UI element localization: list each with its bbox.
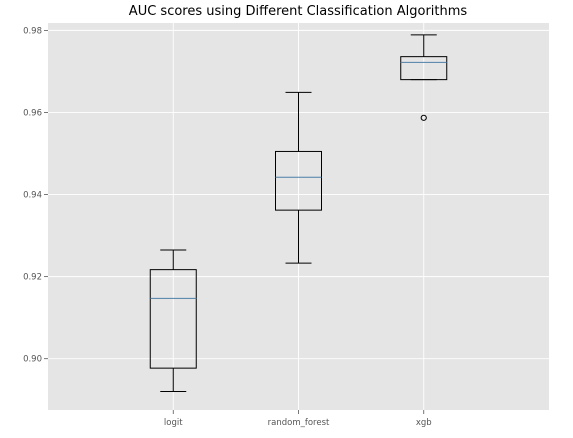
box-random_forest [275, 91, 322, 264]
y-tick-label: 0.90 [23, 355, 42, 365]
grid-layer [48, 23, 549, 410]
box-logit [149, 249, 197, 393]
box-xgb [400, 34, 448, 121]
boxes-layer [149, 34, 448, 393]
iqr-box [149, 269, 197, 369]
axis-layer: 0.90 0.92 0.94 0.96 0.98 logit random_forest xg… [23, 26, 432, 428]
outlier-point [420, 114, 427, 121]
y-tick-label: 0.98 [23, 26, 42, 36]
x-tick-label: xgb [416, 418, 432, 428]
x-tick-label: random_forest [268, 418, 330, 428]
iqr-box [275, 150, 322, 211]
y-tick-label: 0.94 [23, 191, 42, 201]
chart-title: AUC scores using Different Classificatio… [129, 4, 468, 19]
y-tick-label: 0.96 [23, 108, 42, 118]
iqr-box [400, 56, 448, 81]
x-tick-label: logit [164, 418, 183, 428]
y-tick-label: 0.92 [23, 273, 42, 283]
